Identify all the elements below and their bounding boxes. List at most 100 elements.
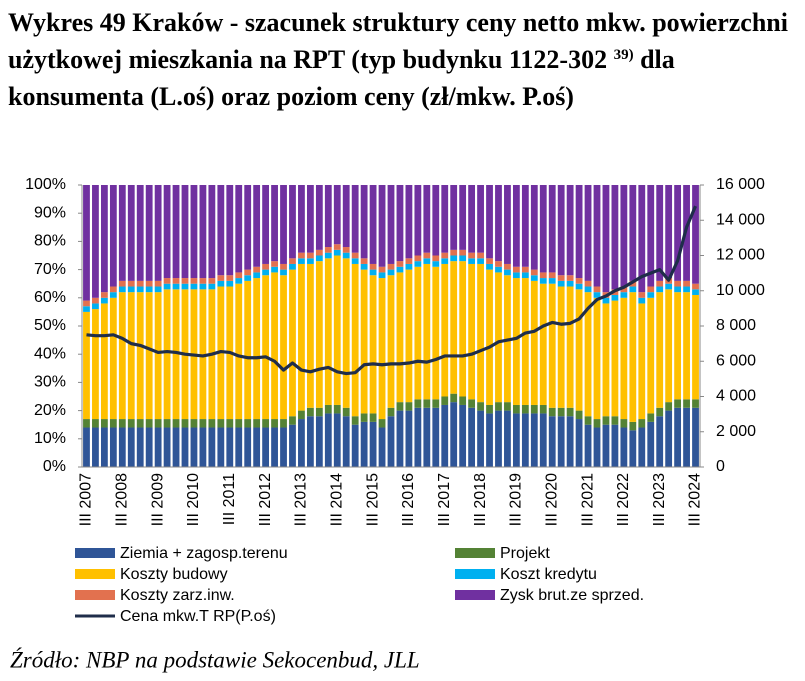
title-text: dla konsumenta (L.oś) oraz poziom ceny (… [8,45,675,111]
bar-segment [611,300,619,417]
bar-segment [459,249,467,256]
bar-segment [665,402,673,411]
bar-segment [521,404,529,414]
bar-segment [566,280,574,287]
bar-segment [575,283,583,290]
bar-segment [127,419,135,428]
bar-segment [271,261,278,267]
bar-segment [441,258,449,264]
bar-segment [441,404,449,467]
bar-segment [333,244,341,250]
bar-segment [477,402,484,411]
bar-segment [557,185,565,276]
legend-label: Koszt kredytu [500,566,597,583]
legend-swatch [75,548,115,558]
y2-tick-label: 8 000 [716,317,756,334]
bar-segment [611,185,619,290]
bar-segment [208,278,216,284]
bar-segment [306,258,314,264]
bar-segment [512,185,520,267]
bar-segment [521,272,529,279]
y-tick-label: 10% [34,430,66,447]
bar-segment [181,185,189,279]
bar-segment [145,419,153,428]
bar-segment [683,280,690,287]
bar-segment [414,255,422,262]
bar-segment [208,283,216,290]
bar-segment [109,286,117,293]
bar-segment [83,300,90,307]
bar-segment [530,269,538,276]
legend-swatch [455,548,495,558]
x-tick-label: III 2018 [472,473,489,526]
bar-segment [414,399,422,408]
bar-segment [450,185,458,250]
bar-segment [593,185,601,287]
bar-segment [306,185,314,253]
bar-segment [351,252,359,259]
bar-segment [530,275,538,281]
bar-segment [512,266,520,273]
bar-segment [638,185,646,293]
bar-segment [172,289,180,420]
bar-segment [647,185,655,287]
bar-segment [557,275,565,281]
bar-segment [566,275,574,281]
bar-segment [584,280,592,287]
bar-segment [468,263,476,400]
bar-segment [512,404,520,414]
bar-segment [333,185,341,245]
bar-segment [333,255,341,405]
bar-segment [100,303,108,420]
bar-segment [163,278,171,284]
bar-segment [674,407,682,467]
bar-segment [495,272,502,403]
bar-segment [692,407,699,467]
bar-segment [620,286,628,293]
bar-segment [405,269,413,403]
bar-segment [477,410,484,467]
bar-segment [217,427,225,467]
bar-segment [145,427,153,467]
bar-segment [369,269,377,276]
bar-segment [298,419,305,467]
bar-segment [324,247,332,253]
bar-segment [674,185,682,281]
bar-segment [280,427,287,467]
bar-segment [289,185,296,259]
bar-segment [109,427,117,467]
bar-segment [414,261,422,267]
bar-segment [674,280,682,287]
bar-segment [638,292,646,298]
bar-segment [423,185,431,253]
bar-segment [342,252,350,259]
bar-segment [602,424,610,467]
bar-segment [423,263,431,400]
bar-segment [548,283,556,408]
bar-segment [477,185,484,253]
bar-segment [333,413,341,467]
bar-segment [136,280,144,287]
bar-segment [683,292,690,400]
price-line [86,205,697,376]
bar-segment [315,255,323,262]
bar-segment [271,272,278,420]
bar-segment [656,407,664,417]
bar-segment [136,185,144,281]
bar-segment [181,427,189,467]
bar-segment [163,427,171,467]
legend-swatch [75,590,115,600]
bar-segment [611,416,619,425]
bar-segment [530,404,538,414]
bar-segment [539,283,547,405]
bar-segment [83,185,90,301]
x-tick-label: III 2011 [221,473,238,525]
bar-segment [486,269,493,405]
bar-segment [315,261,323,408]
bar-segment [360,413,368,422]
y-tick-label: 90% [34,204,66,221]
x-tick-label: III 2020 [543,473,560,526]
bar-segment [459,261,467,397]
bar-segment [450,255,458,262]
bar-segment [486,185,493,259]
